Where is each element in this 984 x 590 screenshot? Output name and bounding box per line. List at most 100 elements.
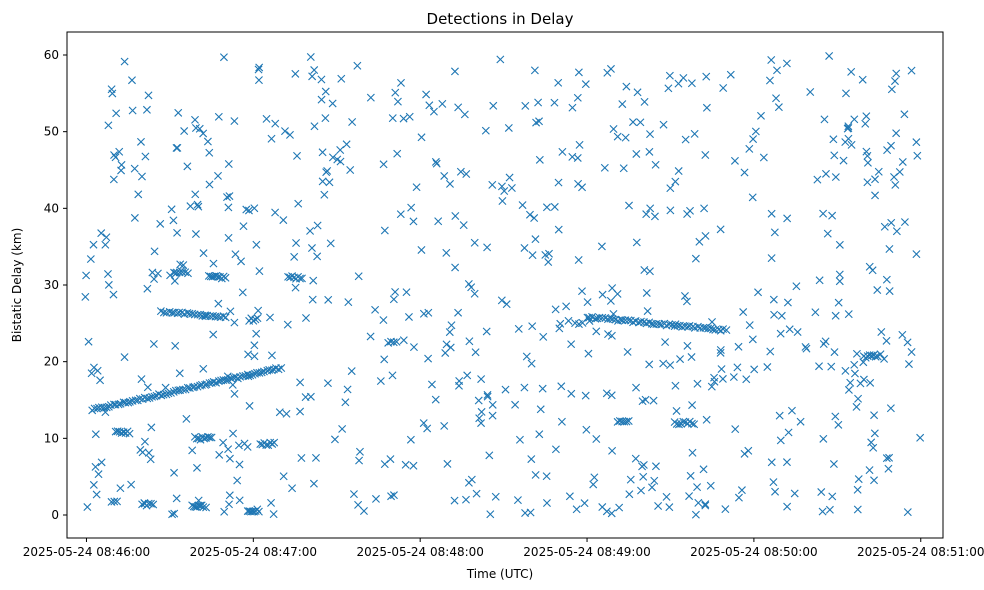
data-point (274, 365, 283, 374)
data-point (590, 473, 599, 482)
data-point (883, 146, 892, 155)
data-point (101, 240, 110, 249)
data-point (853, 505, 862, 514)
data-point (748, 335, 757, 344)
data-point (536, 405, 545, 414)
data-point (366, 93, 375, 102)
data-point (674, 167, 683, 176)
data-point (867, 438, 876, 447)
chart-title: Detections in Delay (427, 10, 574, 28)
data-point (234, 441, 243, 450)
data-point (642, 210, 651, 219)
data-point (285, 130, 294, 139)
data-point (821, 337, 830, 346)
data-point (464, 478, 473, 487)
data-point (219, 438, 228, 447)
data-point (355, 456, 364, 465)
data-point (168, 510, 177, 519)
data-point (870, 411, 879, 420)
data-point (834, 298, 843, 307)
data-point (461, 495, 470, 504)
data-point (180, 127, 189, 136)
data-point (912, 138, 921, 147)
data-point (431, 395, 440, 404)
data-point (757, 111, 765, 120)
data-point (828, 492, 837, 501)
data-point (148, 268, 157, 277)
data-point (136, 445, 145, 454)
data-point (130, 164, 139, 173)
data-point (282, 409, 291, 418)
data-point (456, 167, 465, 176)
data-point (544, 258, 553, 267)
data-point (349, 490, 358, 499)
data-point (806, 88, 815, 97)
data-point (787, 406, 796, 415)
data-point (608, 446, 617, 455)
data-point (555, 324, 564, 333)
data-point (91, 430, 100, 439)
data-point (774, 103, 783, 112)
data-point (790, 489, 799, 498)
data-point (127, 76, 136, 85)
data-point (819, 209, 828, 218)
data-point (707, 382, 716, 391)
data-point (733, 363, 742, 372)
data-point (239, 222, 248, 231)
data-point (136, 137, 145, 146)
data-point (625, 490, 634, 499)
data-point (739, 308, 748, 317)
data-point (195, 124, 204, 133)
data-point (150, 392, 159, 401)
data-point (507, 184, 516, 192)
data-point (134, 190, 143, 199)
data-point (702, 72, 711, 81)
data-point (489, 101, 498, 110)
data-point (250, 341, 259, 350)
x-axis-ticks: 2025-05-24 08:46:00 2025-05-24 08:47:00 20… (23, 538, 984, 559)
data-point (271, 208, 280, 217)
data-point (177, 267, 186, 276)
data-point (830, 348, 839, 357)
data-point (759, 153, 768, 162)
data-point (916, 433, 925, 442)
data-point (279, 216, 288, 225)
data-point (423, 424, 432, 433)
data-point (366, 332, 375, 341)
data-point (535, 117, 544, 126)
data-point (207, 433, 216, 442)
data-point (843, 124, 852, 133)
data-point (892, 129, 901, 138)
data-point (721, 505, 730, 514)
data-point (230, 389, 239, 398)
data-point (613, 289, 622, 298)
data-point (769, 295, 778, 304)
data-point (229, 429, 238, 438)
data-point (93, 404, 102, 413)
data-point (585, 313, 594, 322)
data-point (399, 336, 408, 345)
data-point (87, 369, 96, 378)
data-point (528, 251, 537, 260)
data-point (138, 500, 147, 509)
data-point (175, 308, 184, 317)
data-point (427, 380, 436, 389)
data-point (654, 501, 663, 510)
data-point (852, 349, 861, 358)
data-point (380, 460, 389, 469)
data-point (301, 393, 310, 402)
data-point (869, 443, 878, 452)
data-point (767, 458, 776, 467)
plot-frame (66, 31, 944, 539)
data-point (907, 348, 916, 356)
data-point (770, 310, 779, 319)
data-point (693, 379, 702, 388)
y-tick-label: 0 (51, 508, 59, 522)
data-point (550, 202, 559, 211)
data-point (770, 228, 779, 237)
data-point (296, 274, 304, 283)
data-point (110, 151, 119, 160)
data-point (513, 496, 522, 505)
data-point (237, 257, 246, 266)
data-point (685, 492, 694, 501)
